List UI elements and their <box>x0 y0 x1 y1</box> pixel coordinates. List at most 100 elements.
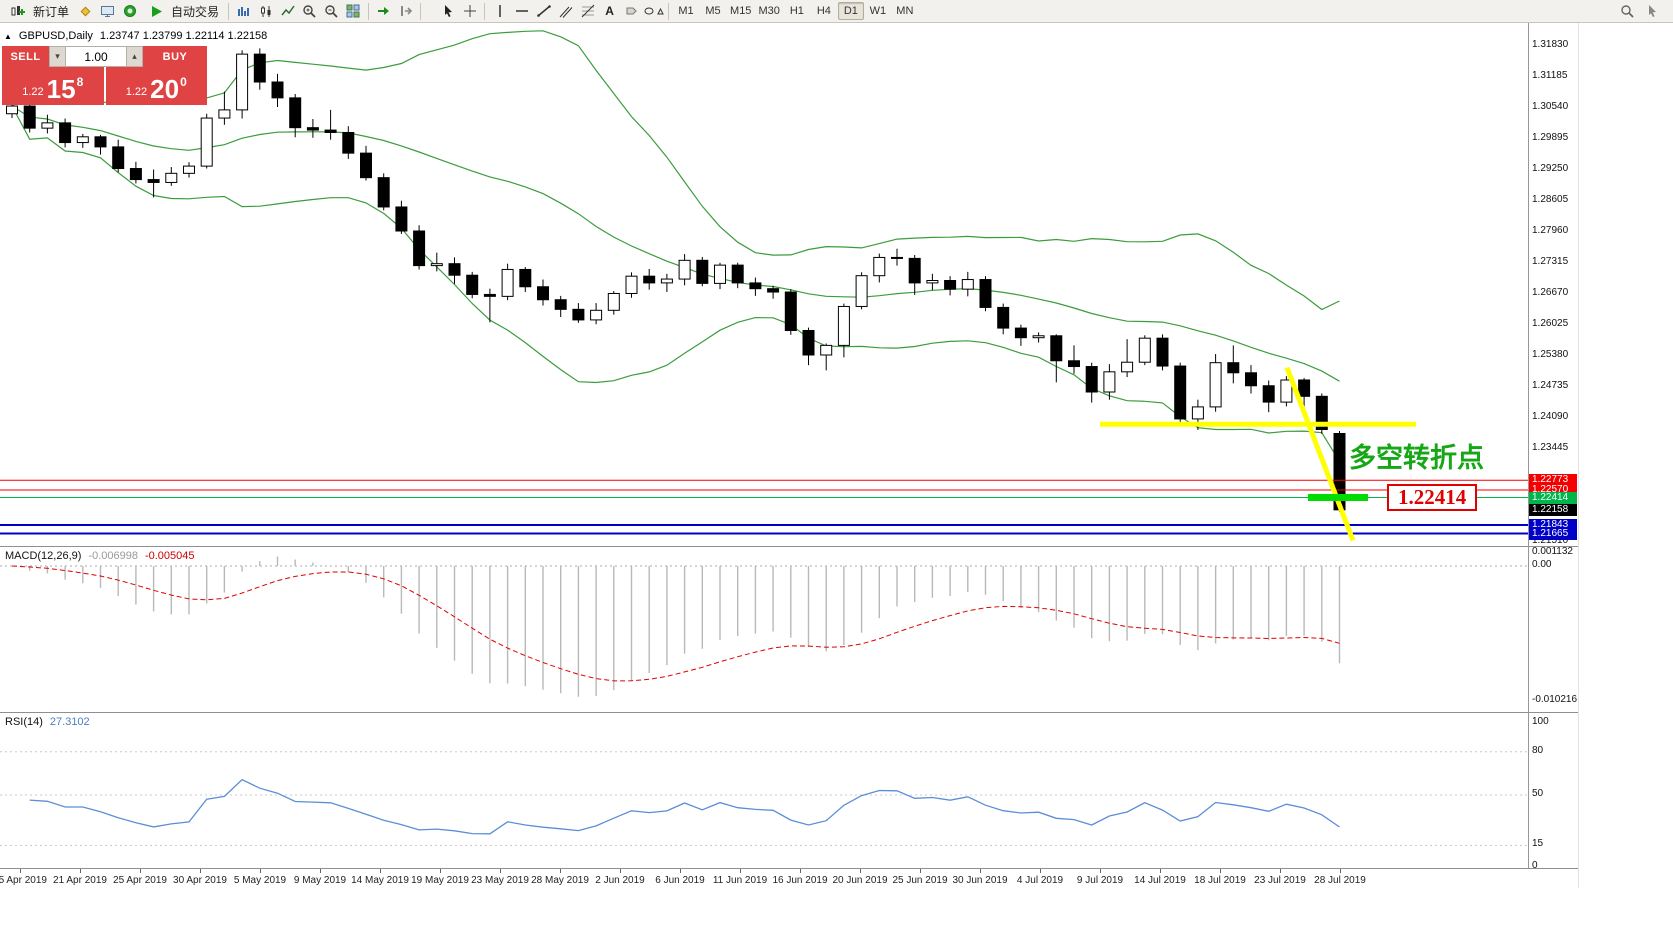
arrow-label-icon[interactable] <box>621 1 642 21</box>
volume-up-button[interactable]: ▴ <box>126 46 143 67</box>
trendline-icon[interactable] <box>533 1 554 21</box>
rsi-axis-label: 0 <box>1532 860 1538 871</box>
fibonacci-icon[interactable] <box>577 1 598 21</box>
candle <box>696 259 709 284</box>
candle <box>501 268 514 297</box>
chart-shift-icon[interactable] <box>395 1 416 21</box>
window-edge <box>1578 23 1579 888</box>
main-chart-panel[interactable]: ▲ GBPUSD,Daily 1.23747 1.23799 1.22114 1… <box>0 23 1578 546</box>
search-icon[interactable] <box>1616 1 1637 21</box>
timeframe-h4[interactable]: H4 <box>816 5 831 17</box>
new-order-button[interactable]: 新订单 <box>3 1 74 21</box>
time-label: 2 Jun 2019 <box>595 875 645 886</box>
candle <box>395 206 408 232</box>
time-axis[interactable]: 15 Apr 2019 21 Apr 2019 25 Apr 2019 30 Apr … <box>0 868 1578 890</box>
ohlc-values: 1.23747 1.23799 1.22114 1.22158 <box>99 30 268 42</box>
pointer-icon[interactable] <box>1641 1 1662 21</box>
buy-price-button[interactable]: 1.22 20 0 <box>105 67 207 105</box>
sell-button[interactable]: SELL <box>2 46 49 67</box>
price-axis-label: 1.31830 <box>1532 39 1569 50</box>
autotrading-button[interactable]: 自动交易 <box>141 1 224 21</box>
buy-price-sup: 0 <box>180 75 187 89</box>
collapse-panel-icon[interactable]: ▲ <box>4 31 12 41</box>
candle <box>519 268 532 288</box>
candlestick-chart-icon[interactable] <box>255 1 276 21</box>
candle <box>377 177 390 208</box>
candle <box>165 172 178 183</box>
timeframe-w1[interactable]: W1 <box>869 5 887 17</box>
price-tag-annotation[interactable]: 1.22414 <box>1387 484 1478 511</box>
sell-price-button[interactable]: 1.22 15 8 <box>2 67 104 105</box>
timeframe-m1[interactable]: M1 <box>678 5 694 17</box>
candle <box>660 278 673 284</box>
candle <box>236 53 249 111</box>
timeframe-h1[interactable]: H1 <box>789 5 804 17</box>
volume-down-button[interactable]: ▾ <box>49 46 66 67</box>
tile-windows-icon[interactable] <box>343 1 364 21</box>
candle <box>1050 335 1063 362</box>
line-chart-icon[interactable] <box>277 1 298 21</box>
vertical-line-icon[interactable] <box>489 1 510 21</box>
candle <box>1085 366 1098 393</box>
auto-scroll-icon[interactable] <box>373 1 394 21</box>
buy-button[interactable]: BUY <box>143 46 207 67</box>
timeframe-m30[interactable]: M30 <box>758 5 780 17</box>
candle <box>1280 379 1293 403</box>
time-tick <box>560 869 561 873</box>
price-axis-label: 1.27315 <box>1532 255 1569 267</box>
candle <box>767 288 780 293</box>
price-axis-label: 1.21510 <box>1532 534 1569 546</box>
time-label: 30 Apr 2019 <box>173 875 227 886</box>
candle <box>590 309 603 321</box>
price-chart[interactable] <box>0 23 1528 546</box>
timeframe-m5[interactable]: M5 <box>705 5 721 17</box>
play-icon <box>146 1 167 21</box>
candle <box>908 257 921 284</box>
price-axis-label: 1.29250 <box>1532 162 1569 174</box>
yellow-trendline[interactable] <box>1284 366 1356 542</box>
macd-panel[interactable]: MACD(12,26,9) -0.006998 -0.005045 <box>0 546 1578 712</box>
shapes-icon[interactable] <box>643 1 664 21</box>
candle <box>1014 327 1027 339</box>
timeframe-mn[interactable]: MN <box>896 5 914 17</box>
time-label: 4 Jul 2019 <box>1016 875 1064 886</box>
badge-icon[interactable] <box>119 1 140 21</box>
time-tick <box>1280 869 1281 873</box>
zoom-out-icon[interactable] <box>321 1 342 21</box>
timeframe-d1[interactable]: D1 <box>837 2 864 20</box>
time-tick <box>260 869 261 873</box>
price-axis-label: 1.24735 <box>1532 379 1569 391</box>
time-label: 23 May 2019 <box>471 875 529 886</box>
zoom-in-icon[interactable] <box>299 1 320 21</box>
price-axis[interactable]: 1.31830 1.31185 1.30540 1.29895 1.29250 1.286… <box>1529 23 1578 546</box>
candle <box>837 305 850 346</box>
price-axis-label: 1.31185 <box>1532 69 1568 81</box>
timeframe-m15[interactable]: M15 <box>730 5 752 17</box>
volume-input[interactable]: 1.00 <box>66 46 126 67</box>
rsi-panel[interactable]: RSI(14) 27.3102 <box>0 712 1578 868</box>
bar-chart-icon[interactable] <box>233 1 254 21</box>
macd-name: MACD(12,26,9) <box>5 550 82 562</box>
time-label: 16 Jun 2019 <box>772 875 828 886</box>
buy-price-big: 20 <box>150 74 180 104</box>
time-tick <box>1040 869 1041 873</box>
toolbar-divider <box>228 2 230 20</box>
monitor-icon[interactable] <box>97 1 118 21</box>
crosshair-icon[interactable] <box>459 1 480 21</box>
diamond-icon[interactable] <box>75 1 96 21</box>
turning-point-annotation[interactable]: 多空转折点 <box>1349 443 1484 473</box>
horizontal-line-icon[interactable] <box>511 1 532 21</box>
toolbar-divider <box>368 2 370 20</box>
price-axis-label: 1.23445 <box>1532 441 1569 453</box>
candle <box>94 136 107 148</box>
cursor-icon[interactable] <box>437 1 458 21</box>
time-tick <box>320 869 321 873</box>
candle <box>23 105 36 129</box>
channel-icon[interactable] <box>555 1 576 21</box>
text-icon[interactable]: A <box>599 1 620 21</box>
price-axis-label: 1.29895 <box>1532 131 1569 143</box>
text-tool-label: A <box>605 4 614 18</box>
candle <box>253 53 266 83</box>
time-label: 25 Apr 2019 <box>113 875 167 886</box>
candle <box>183 165 195 174</box>
